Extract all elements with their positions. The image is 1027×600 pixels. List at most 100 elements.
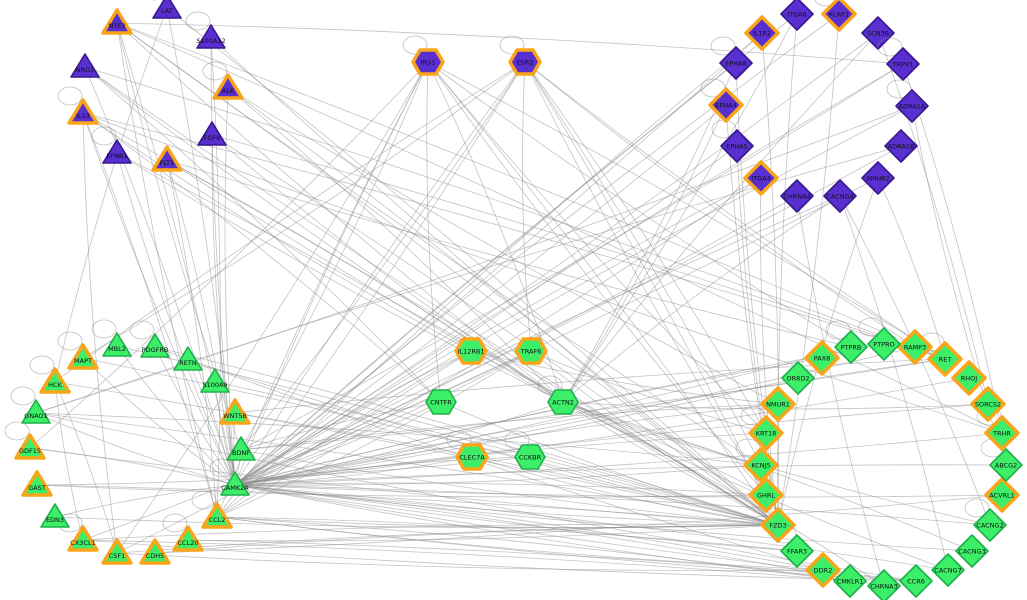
edge-IL12RB1-FZD3 [470, 350, 779, 526]
edge-ADRA1A-CAMK2A [234, 105, 913, 486]
edge-CACNG4-CACNG7 [839, 195, 949, 571]
node-CNTFR[interactable]: CNTFR [425, 389, 457, 415]
edge-ALK-NMUR1 [227, 87, 779, 405]
self-loop-edge [4, 421, 30, 441]
self-loop-edge [446, 430, 472, 450]
node-IRS1[interactable]: IRS1 [402, 35, 445, 76]
edge-IL13-IL12RB1 [82, 112, 472, 352]
node-ITGA8[interactable]: ITGA8 [780, 0, 814, 31]
triangle-node-shape [212, 73, 244, 100]
edge-BDNF-FZD3 [240, 449, 779, 526]
edge-KLRF1-FZD3 [777, 13, 840, 526]
hexagon-node-shape [411, 48, 445, 76]
triangle-node-shape [21, 470, 53, 497]
self-loop-edge [964, 498, 990, 518]
edge-CAMK2A-KCNJ5 [234, 464, 762, 486]
self-loop-edge [57, 331, 83, 351]
edge-ITGA4-CCL2 [216, 177, 762, 518]
node-MAPT[interactable]: MAPT [57, 331, 99, 370]
self-loop-edge [402, 35, 428, 55]
edge-EFNB1-CAMK2A [116, 152, 236, 486]
node-FGF8[interactable]: FGF8 [197, 121, 227, 146]
edge-IL1R2-FZD3 [761, 32, 780, 526]
diamond-node-shape [861, 161, 895, 195]
diamond-node-shape [884, 129, 918, 163]
edge-CAMK2A-SORCS2 [234, 403, 989, 486]
edge-IL13-TRHR [82, 112, 1003, 434]
node-RAMP3[interactable]: RAMP3 [897, 329, 933, 365]
node-GDF15[interactable]: GDF15 [4, 421, 46, 460]
edge-CCL2-CMKLR1 [216, 516, 851, 582]
edge-TRAF6-CAMK2A [234, 350, 532, 486]
node-TRAF6[interactable]: TRAF6 [514, 337, 548, 365]
edge-FLT1-CAMK2A [166, 159, 236, 486]
self-loop-edge [825, 320, 851, 340]
self-loop-edge [886, 79, 912, 99]
triangle-node-shape [70, 53, 100, 78]
triangle-node-shape [102, 332, 132, 357]
node-SCN3B[interactable]: SCN3B [861, 16, 895, 50]
node-EPHA8[interactable]: EPHA8 [710, 36, 753, 80]
node-S100A12[interactable]: S100A12 [185, 11, 226, 49]
edge-AMHR2-RET [877, 177, 946, 360]
self-loop-edge [185, 11, 211, 31]
edge-GAST-GHRL [36, 484, 767, 498]
node-ACVRL1[interactable]: ACVRL1 [984, 477, 1020, 513]
edge-NRG1-CNTFR [84, 66, 442, 403]
edge-EDN3-FZD3 [54, 516, 779, 529]
node-ADRA1B[interactable]: ADRA1B [884, 129, 918, 163]
node-HCK[interactable]: HCK [29, 355, 71, 394]
node-NRG1[interactable]: NRG1 [70, 53, 100, 78]
node-RHOJ[interactable]: RHOJ [951, 360, 987, 396]
edge-IRS1-CSF1 [116, 61, 429, 554]
self-loop-edge [537, 375, 563, 395]
diamond-node-shape [899, 564, 933, 598]
node-CHRNA4[interactable]: CHRNA4 [780, 179, 814, 213]
node-KLRF1[interactable]: KLRF1 [814, 0, 857, 32]
edge-ADRA1A-GNAO1 [35, 105, 913, 414]
edge-CAMK2A-OR8D2 [234, 377, 799, 486]
node-CDH5[interactable]: CDH5 [139, 538, 171, 565]
node-ESR2[interactable]: ESR2 [499, 35, 542, 76]
node-PAX8[interactable]: PAX8 [804, 340, 840, 376]
node-NMUR1[interactable]: NMUR1 [760, 386, 796, 422]
node-IL12RB1[interactable]: IL12RB1 [454, 337, 488, 365]
node-ALK[interactable]: ALK [202, 61, 244, 100]
diamond-node-shape [895, 89, 929, 123]
edge-CCL20-FZD3 [187, 524, 779, 542]
node-CACNG7[interactable]: CACNG7 [931, 553, 965, 587]
node-AMHR2[interactable]: AMHR2 [861, 161, 895, 195]
edge-GDF15-CAMK2A [29, 447, 236, 486]
node-IL1R2[interactable]: IL1R2 [744, 15, 780, 51]
diamond-node-shape [897, 329, 933, 365]
edge-CACNG4-CAMK2A [234, 195, 841, 486]
self-loop-edge [191, 490, 217, 510]
node-EDN3[interactable]: EDN3 [40, 503, 70, 528]
edge-IRS1-ACTN2 [427, 61, 564, 403]
edge-IL13-FZD3 [82, 112, 779, 526]
edge-MAPT-CAMK2A [82, 357, 236, 486]
edge-MAPT-FZD3 [82, 357, 779, 526]
node-LAT[interactable]: LAT [142, 0, 182, 19]
node-CCR6[interactable]: CCR6 [899, 564, 933, 598]
node-CACNG3[interactable]: CACNG3 [955, 534, 989, 568]
node-NTF3[interactable]: NTF3 [101, 8, 133, 35]
diamond-node-shape [970, 386, 1006, 422]
edge-TRAF6-FZD3 [530, 350, 779, 526]
edge-RETN-CAMK2A [187, 359, 236, 486]
diamond-node-shape [834, 330, 868, 364]
hexagon-node-shape [508, 48, 542, 76]
edge-ESR2-RET [524, 61, 946, 360]
edge-WNT5B-FZD3 [234, 412, 779, 526]
diamond-node-shape [748, 415, 784, 451]
triangle-node-shape [67, 525, 99, 552]
node-CHRNA3[interactable]: CHRNA3 [867, 569, 901, 600]
node-IL13[interactable]: IL13 [57, 86, 99, 125]
node-GAST[interactable]: GAST [21, 470, 53, 497]
edge-IL13-CNTFR [82, 112, 442, 403]
node-CACNG4[interactable]: CACNG4 [823, 179, 857, 213]
hexagon-node-shape [514, 444, 546, 470]
node-FLT1[interactable]: FLT1 [151, 145, 183, 172]
node-TRPV1[interactable]: TRPV1 [877, 37, 920, 81]
edge-IL13-CAMK2A [82, 112, 236, 486]
